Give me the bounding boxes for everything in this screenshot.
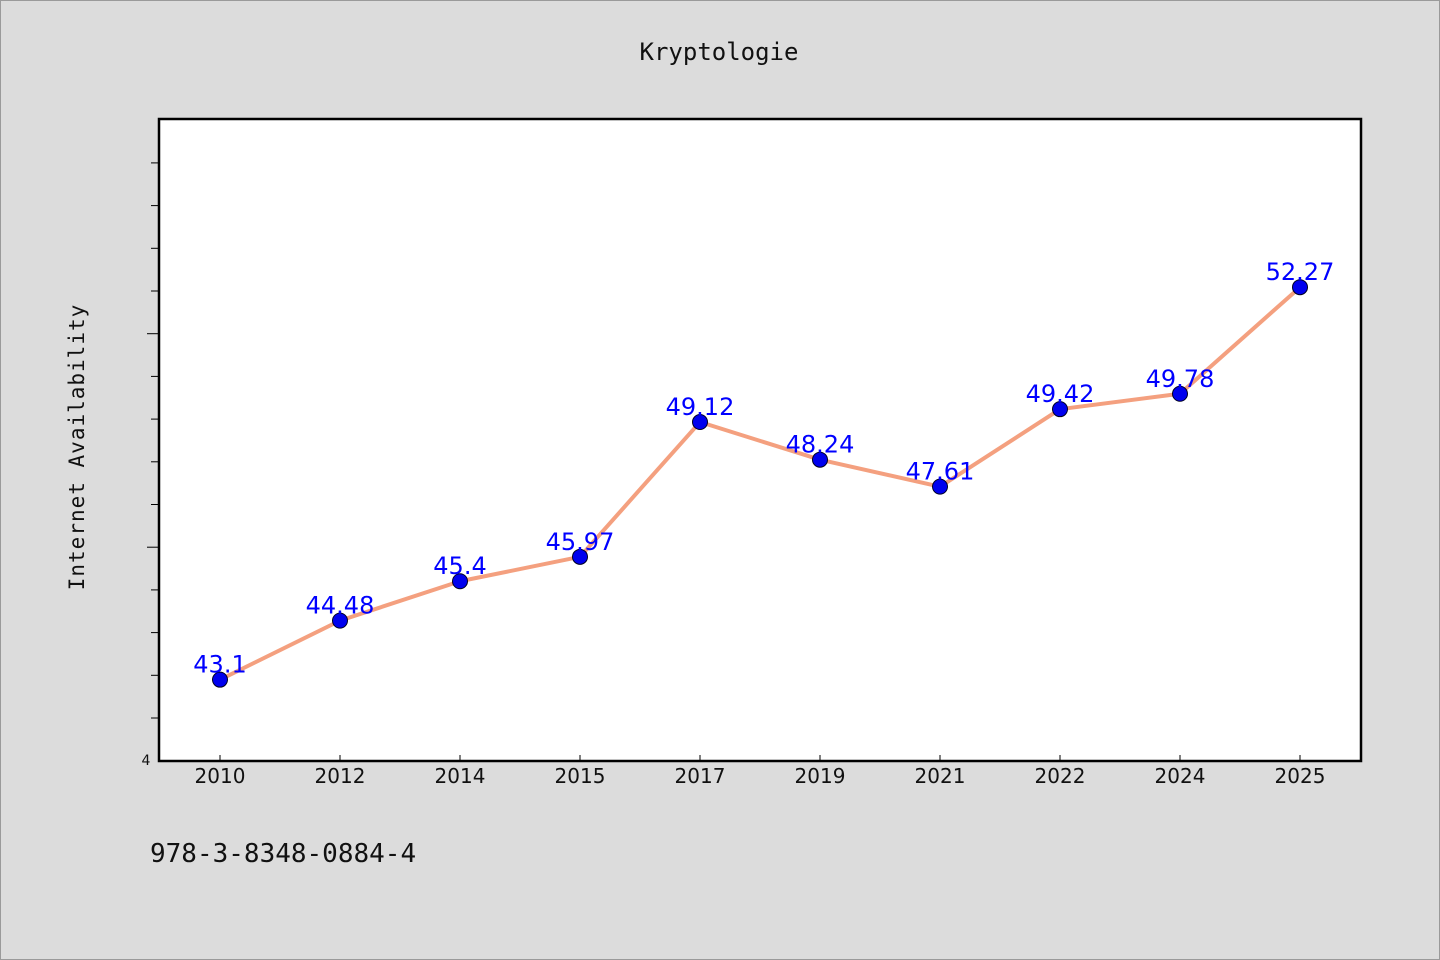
data-value-label: 45.97	[546, 528, 615, 556]
data-value-label: 47.61	[906, 458, 975, 486]
data-value-label: 43.1	[193, 651, 246, 679]
x-tick-label: 2010	[195, 764, 246, 788]
x-axis-ticks: 2010 2012 2014 2015 2017 2019 2021 2022 2024 2025	[195, 755, 1326, 788]
data-value-label: 49.12	[666, 393, 735, 421]
data-labels: 43.1 44.48 45.4 45.97 49.12 48.24 47.61 49.42 49…	[193, 258, 1334, 678]
data-point-marker	[932, 478, 948, 495]
x-tick-label: 2021	[915, 764, 966, 788]
y-axis-label: Internet Availability	[65, 304, 89, 591]
x-tick-label: 2017	[675, 764, 726, 788]
isbn-footer: 978-3-8348-0884-4	[150, 839, 416, 869]
data-point-marker	[1052, 401, 1068, 418]
data-value-label: 49.78	[1146, 365, 1215, 393]
data-point-marker	[452, 573, 468, 590]
data-point-marker	[1172, 385, 1188, 402]
data-point-marker	[692, 414, 708, 431]
y-axis-ticks	[147, 162, 159, 719]
series-line	[218, 285, 1302, 682]
data-markers	[212, 279, 1308, 688]
x-tick-label: 2022	[1035, 764, 1086, 788]
x-tick-label: 2025	[1275, 764, 1326, 788]
data-point-marker	[812, 451, 828, 468]
y-tick-label: 4	[142, 753, 151, 769]
data-point-marker	[332, 612, 348, 629]
data-value-label: 48.24	[786, 431, 855, 459]
data-value-label: 49.42	[1026, 380, 1095, 408]
data-value-label: 45.4	[433, 552, 486, 580]
data-point-marker	[212, 671, 228, 688]
x-tick-label: 2012	[315, 764, 366, 788]
data-value-label: 44.48	[306, 592, 375, 620]
chart-title: Kryptologie	[640, 38, 799, 66]
x-tick-label: 2019	[795, 764, 846, 788]
data-point-marker	[572, 548, 588, 565]
x-tick-label: 2014	[435, 764, 486, 788]
data-value-label: 52.27	[1266, 258, 1335, 286]
x-tick-label: 2015	[555, 764, 606, 788]
x-tick-label: 2024	[1155, 764, 1206, 788]
data-point-marker	[1292, 279, 1308, 296]
